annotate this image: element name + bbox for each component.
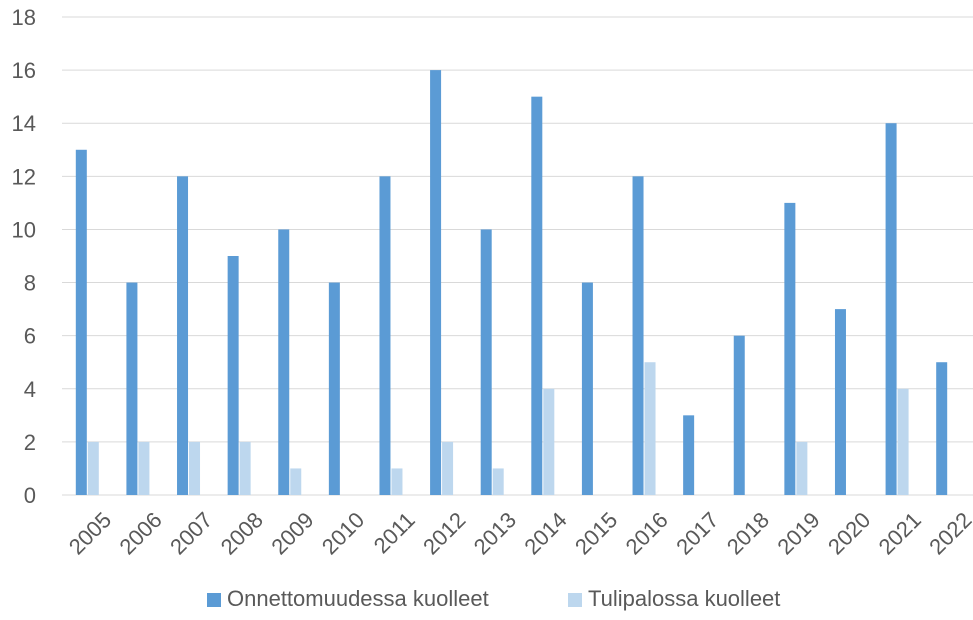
bar-tulipalossa-2006 [138, 441, 150, 495]
y-tick-label: 2 [24, 430, 36, 455]
y-tick-label: 8 [24, 271, 36, 296]
legend-label: Onnettomuudessa kuolleet [227, 586, 489, 611]
x-tick-label: 2021 [874, 507, 926, 559]
x-tick-label: 2008 [216, 507, 268, 559]
y-tick-label: 4 [24, 377, 36, 402]
bar-tulipalossa-2019 [796, 441, 808, 495]
legend-swatch [568, 593, 582, 607]
x-tick-label: 2006 [114, 507, 166, 559]
bar-tulipalossa-2007 [189, 441, 201, 495]
x-tick-label: 2012 [418, 507, 470, 559]
y-axis-ticks: 0 2 4 6 8 10 12 14 16 18 [12, 5, 36, 508]
bar-tulipalossa-2012 [442, 441, 454, 495]
bar-onnettomuudessa-2015 [581, 282, 593, 495]
x-tick-label: 2015 [570, 507, 622, 559]
bar-tulipalossa-2013 [492, 468, 504, 495]
bars [75, 70, 948, 496]
bar-tulipalossa-2005 [87, 441, 99, 495]
x-tick-label: 2009 [266, 507, 318, 559]
bar-onnettomuudessa-2019 [784, 202, 796, 495]
bar-onnettomuudessa-2020 [834, 309, 846, 495]
x-tick-label: 2005 [64, 507, 116, 559]
y-tick-label: 0 [24, 483, 36, 508]
x-tick-label: 2019 [772, 507, 824, 559]
y-tick-label: 10 [12, 217, 36, 242]
y-tick-label: 14 [12, 111, 36, 136]
x-tick-label: 2014 [519, 507, 571, 559]
gridlines [62, 16, 973, 496]
bar-onnettomuudessa-2006 [126, 282, 138, 495]
bar-tulipalossa-2009 [290, 468, 302, 495]
x-tick-label: 2022 [924, 507, 973, 559]
bar-tulipalossa-2014 [543, 388, 555, 495]
bar-tulipalossa-2021 [897, 388, 909, 495]
bar-onnettomuudessa-2018 [733, 335, 745, 495]
y-tick-label: 6 [24, 324, 36, 349]
bar-tulipalossa-2011 [391, 468, 403, 495]
bar-onnettomuudessa-2013 [480, 229, 492, 495]
y-tick-label: 18 [12, 5, 36, 30]
x-tick-label: 2016 [621, 507, 673, 559]
bar-onnettomuudessa-2005 [75, 149, 87, 495]
bar-tulipalossa-2008 [239, 441, 251, 495]
y-tick-label: 12 [12, 164, 36, 189]
bar-onnettomuudessa-2010 [328, 282, 340, 495]
x-tick-label: 2020 [823, 507, 875, 559]
bar-onnettomuudessa-2007 [177, 176, 189, 496]
legend-label: Tulipalossa kuolleet [588, 586, 780, 611]
bar-tulipalossa-2016 [644, 362, 656, 495]
bar-onnettomuudessa-2012 [430, 70, 442, 495]
bar-onnettomuudessa-2009 [278, 229, 290, 495]
bar-onnettomuudessa-2016 [632, 176, 644, 496]
x-tick-label: 2013 [469, 507, 521, 559]
legend: Onnettomuudessa kuolleet Tulipalossa kuol… [207, 586, 780, 611]
bar-onnettomuudessa-2017 [683, 415, 695, 495]
legend-item-tulipalossa: Tulipalossa kuolleet [568, 586, 780, 611]
x-tick-label: 2011 [369, 507, 420, 558]
bar-onnettomuudessa-2014 [531, 96, 543, 496]
bar-onnettomuudessa-2011 [379, 176, 391, 496]
legend-swatch [207, 593, 221, 607]
x-tick-label: 2017 [671, 507, 723, 559]
bar-onnettomuudessa-2021 [885, 123, 897, 495]
x-tick-label: 2007 [165, 507, 217, 559]
bar-onnettomuudessa-2008 [227, 256, 239, 495]
bar-onnettomuudessa-2022 [936, 362, 948, 495]
y-tick-label: 16 [12, 58, 36, 83]
legend-item-onnettomuudessa: Onnettomuudessa kuolleet [207, 586, 489, 611]
x-tick-label: 2018 [722, 507, 774, 559]
x-tick-label: 2010 [317, 507, 369, 559]
